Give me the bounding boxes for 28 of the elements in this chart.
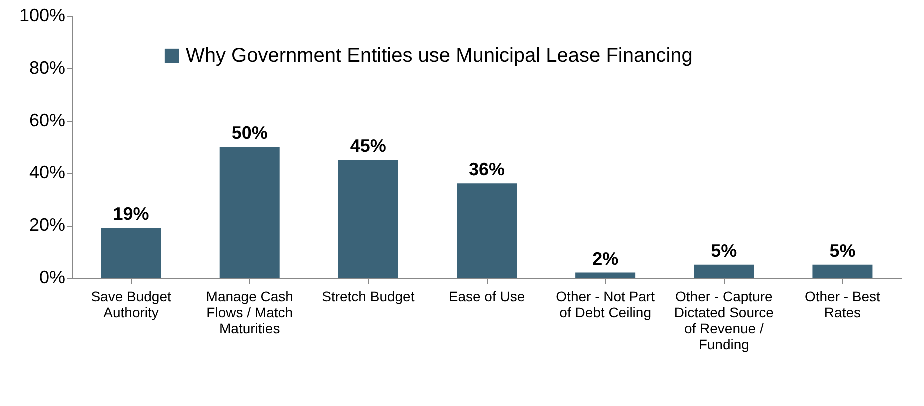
data-label: 2% <box>592 248 619 269</box>
x-tick-label: Other - Not Part of Debt Ceiling <box>556 288 656 320</box>
bar <box>338 160 398 278</box>
bar <box>576 272 636 278</box>
y-tick-label: 40% <box>29 162 66 183</box>
data-label: 45% <box>350 136 386 156</box>
data-label: 50% <box>232 123 268 143</box>
x-tick-label: Other - Best Rates <box>804 288 881 320</box>
x-tick-label: Stretch Budget <box>322 288 415 304</box>
y-tick-label: 0% <box>39 268 66 288</box>
x-tick-label: Other - Capture Dictated Source of Revenue / Funding <box>674 288 774 352</box>
y-tick-label: 80% <box>29 58 66 78</box>
y-tick-label: 60% <box>29 110 66 130</box>
data-label: 5% <box>711 240 738 261</box>
bar <box>694 264 754 278</box>
x-tick-label: Ease of Use <box>448 288 526 304</box>
bar <box>812 264 873 278</box>
legend-label: Why Government Entities use Municipal Lease Financing <box>186 45 693 67</box>
data-label: 19% <box>113 204 150 224</box>
bar <box>101 228 162 278</box>
y-tick-label: 100% <box>19 6 66 26</box>
x-tick-label: Save Budget Authority <box>91 288 172 320</box>
x-tick-label: Manage Cash Flows / Match Maturities <box>206 288 294 336</box>
data-label: 36% <box>468 160 506 180</box>
data-label: 5% <box>830 240 856 261</box>
y-tick-label: 20% <box>29 215 66 236</box>
bar <box>457 184 517 278</box>
bar <box>220 147 280 278</box>
